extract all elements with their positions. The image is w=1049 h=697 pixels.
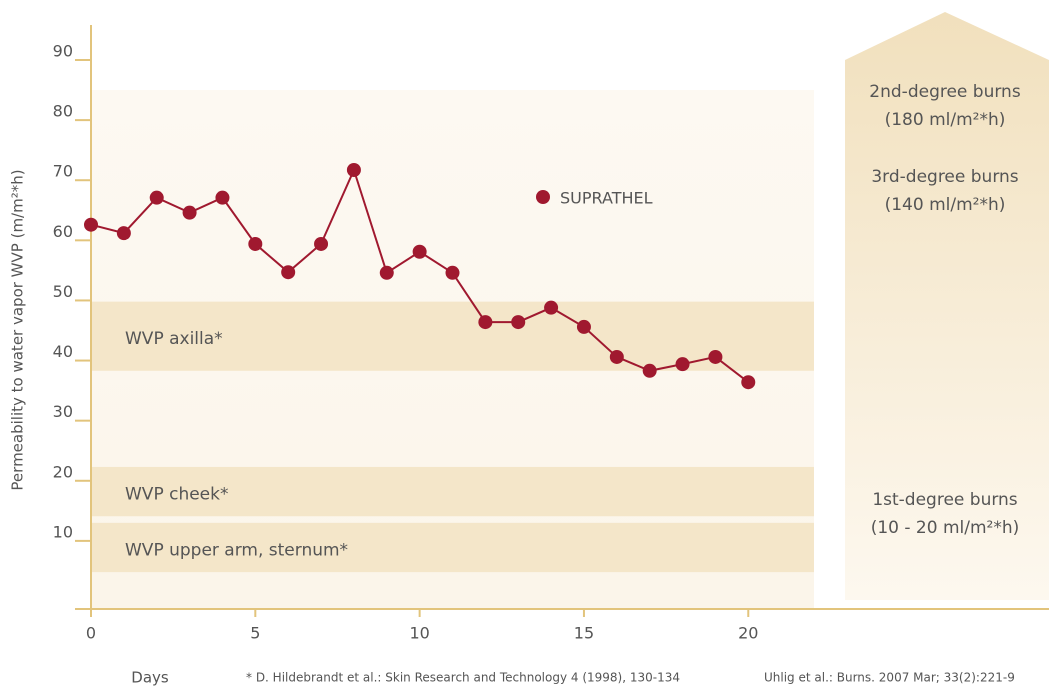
legend-marker — [536, 190, 550, 204]
data-point — [149, 190, 164, 205]
data-point — [741, 375, 756, 390]
reference-band — [91, 466, 814, 517]
data-point — [445, 265, 460, 280]
x-tick-label: 15 — [574, 624, 594, 643]
data-point — [576, 319, 591, 334]
data-point — [84, 217, 98, 232]
data-point — [281, 265, 296, 280]
arrow-label: (10 - 20 ml/m²*h) — [871, 518, 1020, 538]
data-point — [182, 205, 197, 220]
band-label: WVP axilla* — [125, 329, 223, 349]
data-point — [346, 163, 361, 178]
data-point — [478, 315, 493, 330]
data-point — [314, 236, 329, 251]
y-tick-label: 80 — [53, 102, 73, 121]
y-tick-label: 10 — [53, 522, 73, 541]
arrow-label: (180 ml/m²*h) — [885, 110, 1006, 130]
x-tick-label: 5 — [250, 624, 260, 643]
x-tick-label: 0 — [86, 624, 96, 643]
y-axis-label: Permeability to water vapor WVP (m/m²*h) — [9, 169, 27, 490]
y-tick-label: 90 — [53, 42, 73, 61]
data-point — [511, 315, 526, 330]
data-point — [116, 226, 131, 241]
y-tick-label: 30 — [53, 402, 73, 421]
data-point — [215, 190, 230, 205]
legend-label: SUPRATHEL — [560, 189, 653, 208]
y-tick-label: 40 — [53, 342, 73, 361]
arrow-label: 2nd-degree burns — [869, 82, 1021, 102]
data-point — [609, 349, 624, 364]
arrow — [845, 12, 1049, 600]
x-tick-label: 10 — [409, 624, 429, 643]
data-point — [544, 300, 559, 315]
data-point — [642, 363, 657, 378]
y-tick-label: 70 — [53, 162, 73, 181]
arrow-label: (140 ml/m²*h) — [885, 195, 1006, 215]
data-point — [708, 349, 723, 364]
reference-band — [91, 301, 814, 371]
y-tick-label: 50 — [53, 282, 73, 301]
footnote: Uhlig et al.: Burns. 2007 Mar; 33(2):221… — [764, 671, 1015, 685]
reference-band — [91, 522, 814, 573]
footnote: * D. Hildebrandt et al.: Skin Research a… — [246, 671, 680, 685]
x-axis-label: Days — [131, 669, 169, 687]
y-tick-label: 20 — [53, 462, 73, 481]
band-label: WVP upper arm, sternum* — [125, 541, 348, 561]
arrow-label: 1st-degree burns — [872, 490, 1017, 510]
data-point — [412, 244, 427, 259]
data-point — [248, 236, 263, 251]
arrow-label: 3rd-degree burns — [871, 167, 1018, 187]
y-tick-label: 60 — [53, 222, 73, 241]
band-label: WVP cheek* — [125, 485, 228, 505]
data-point — [675, 357, 690, 372]
x-tick-label: 20 — [738, 624, 758, 643]
data-point — [379, 265, 394, 280]
